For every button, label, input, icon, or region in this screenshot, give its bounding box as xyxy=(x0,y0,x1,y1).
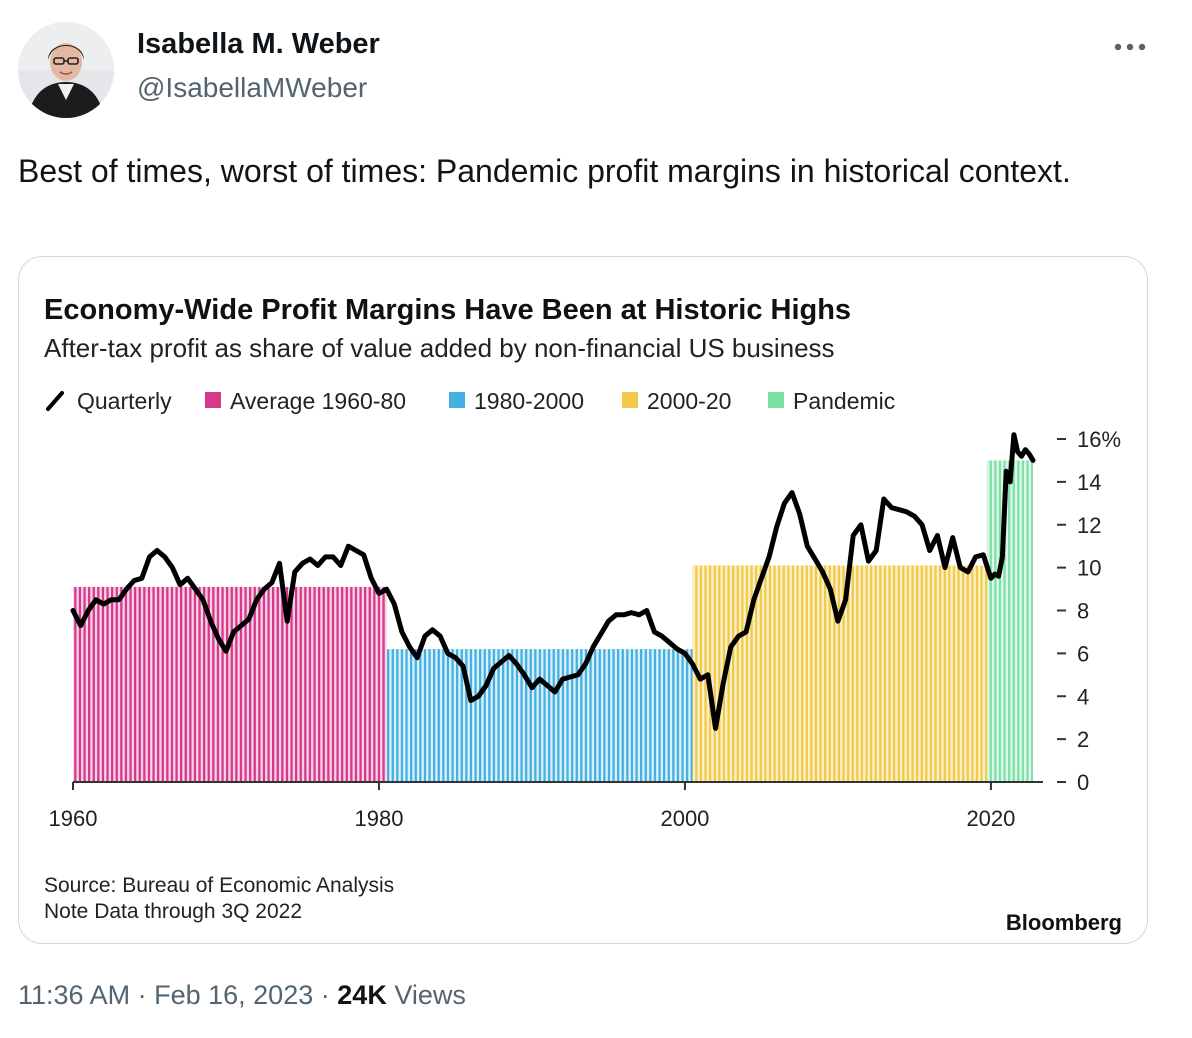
chart-title: Economy-Wide Profit Margins Have Been at… xyxy=(44,294,851,326)
author-avatar[interactable] xyxy=(18,22,114,118)
y-tick-label: 10 xyxy=(1077,556,1101,581)
average-band-4 xyxy=(987,460,1033,782)
views-label: Views xyxy=(394,980,466,1010)
tweet-meta: 11:36 AM · Feb 16, 2023 · 24K Views xyxy=(18,980,466,1011)
y-tick-label: 14 xyxy=(1077,470,1101,495)
meta-separator: · xyxy=(320,980,330,1010)
legend-average-1960-80: Average 1960-80 xyxy=(230,388,406,414)
quarterly-series-line xyxy=(70,432,1036,731)
y-tick-label: 6 xyxy=(1077,641,1089,666)
y-tick-label: 0 xyxy=(1077,770,1089,795)
legend-quarterly: Quarterly xyxy=(77,388,172,414)
legend-line-marker xyxy=(46,391,64,411)
average-band-3 xyxy=(692,565,988,782)
y-tick-label: 4 xyxy=(1077,684,1089,709)
average-band-2 xyxy=(386,649,693,782)
x-tick-label: 1980 xyxy=(354,806,403,831)
bloomberg-logo: Bloomberg xyxy=(1006,910,1122,935)
average-band-1 xyxy=(73,586,387,782)
tweet-time[interactable]: 11:36 AM xyxy=(18,980,131,1010)
x-tick-label: 1960 xyxy=(49,806,98,831)
profit-margin-chart: Economy-Wide Profit Margins Have Been at… xyxy=(44,294,1122,935)
chart-note: Note Data through 3Q 2022 xyxy=(44,900,302,923)
legend-swatch-2000-20 xyxy=(622,392,638,408)
avatar-image xyxy=(18,22,114,118)
author-name[interactable]: Isabella M. Weber xyxy=(137,28,380,60)
legend-swatch-pandemic xyxy=(768,392,784,408)
legend-swatch-1980-2000 xyxy=(449,392,465,408)
tweet-date[interactable]: Feb 16, 2023 xyxy=(154,980,314,1010)
legend-1980-2000: 1980-2000 xyxy=(474,388,584,414)
y-tick-label: 2 xyxy=(1077,727,1089,752)
x-tick-label: 2000 xyxy=(660,806,709,831)
author-handle[interactable]: @IsabellaMWeber xyxy=(137,72,368,103)
legend-swatch-1960-80 xyxy=(205,392,221,408)
quarterly-line-layer xyxy=(70,432,1036,731)
chart-source: Source: Bureau of Economic Analysis xyxy=(44,874,394,897)
more-horizontal-icon xyxy=(1114,43,1146,51)
x-axis: 1960 1980 2000 2020 xyxy=(49,782,1015,831)
average-bands xyxy=(73,460,1033,782)
chart-image-card[interactable]: Economy-Wide Profit Margins Have Been at… xyxy=(18,256,1148,944)
x-tick-label: 2020 xyxy=(966,806,1015,831)
legend-2000-20: 2000-20 xyxy=(647,388,731,414)
meta-separator: · xyxy=(137,980,147,1010)
views-count[interactable]: 24K xyxy=(337,980,387,1010)
legend-pandemic: Pandemic xyxy=(793,388,895,414)
y-tick-label: 8 xyxy=(1077,599,1089,624)
y-tick-label: 16% xyxy=(1077,427,1121,452)
chart-subtitle: After-tax profit as share of value added… xyxy=(44,333,835,363)
more-options-button[interactable] xyxy=(1110,30,1150,64)
tweet-text: Best of times, worst of times: Pandemic … xyxy=(18,153,1071,189)
y-tick-label: 12 xyxy=(1077,513,1101,538)
y-axis: 0 2 4 6 8 10 12 14 16% xyxy=(1057,427,1121,795)
chart-legend: Quarterly Average 1960-80 1980-2000 2000… xyxy=(46,388,895,414)
